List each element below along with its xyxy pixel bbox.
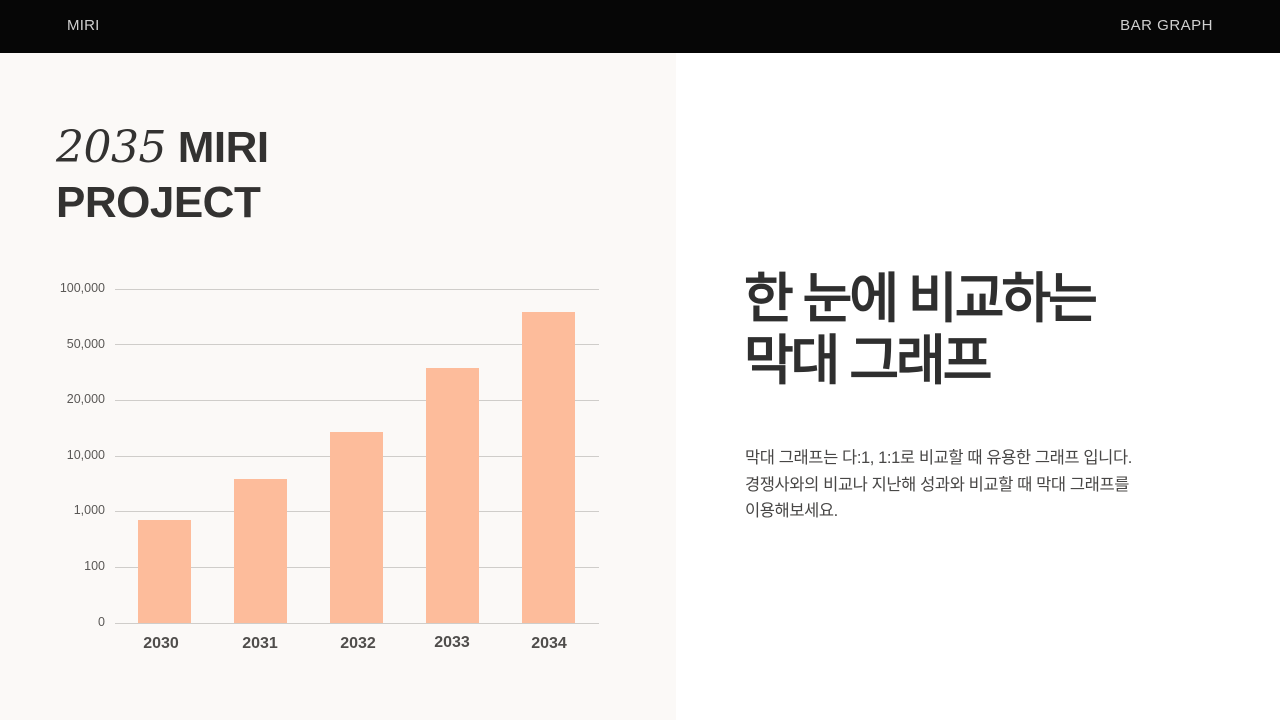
x-tick: 2032 bbox=[340, 635, 376, 652]
y-tick: 100 bbox=[84, 559, 105, 573]
description-line-2: 경쟁사와의 비교나 지난해 성과와 비교할 때 막대 그래프를 bbox=[745, 475, 1130, 494]
x-tick: 2031 bbox=[242, 635, 278, 652]
headline-line-1: 한 눈에 비교하는 bbox=[744, 269, 1098, 329]
title-miri: MIRI bbox=[165, 123, 269, 172]
y-tick: 0 bbox=[98, 615, 105, 629]
bar-2031 bbox=[234, 479, 287, 623]
page-title: 2035 MIRI PROJECT bbox=[56, 120, 269, 230]
y-tick: 1,000 bbox=[73, 503, 105, 517]
y-tick: 20,000 bbox=[66, 392, 105, 406]
x-axis-line bbox=[115, 623, 599, 624]
bar-2033 bbox=[426, 368, 479, 623]
description-line-1: 막대 그래프는 다:1, 1:1로 비교할 때 유용한 그래프 입니다. bbox=[745, 449, 1132, 467]
bar-2034 bbox=[522, 312, 575, 623]
y-tick: 100,000 bbox=[59, 281, 105, 295]
x-tick: 2034 bbox=[531, 635, 567, 652]
section-label: BAR GRAPH bbox=[1120, 17, 1213, 34]
y-tick: 10,000 bbox=[66, 448, 105, 462]
brand-label: MIRI bbox=[67, 17, 100, 34]
title-project: PROJECT bbox=[56, 178, 261, 227]
title-year: 2035 bbox=[56, 122, 166, 173]
gridline bbox=[115, 344, 599, 345]
bar-chart: 100,000 50,000 20,000 10,000 1,000 100 0… bbox=[59, 281, 599, 652]
gridline bbox=[115, 400, 599, 401]
gridline bbox=[115, 289, 599, 290]
bar-2032 bbox=[330, 432, 383, 623]
y-tick: 50,000 bbox=[66, 337, 105, 351]
bar-2030 bbox=[138, 520, 191, 623]
description: 막대 그래프는 다:1, 1:1로 비교할 때 유용한 그래프 입니다. 경쟁사… bbox=[745, 445, 1205, 525]
top-bar: MIRI BAR GRAPH bbox=[0, 0, 1280, 53]
x-tick: 2033 bbox=[434, 634, 470, 651]
description-line-3: 이용해보세요. bbox=[745, 502, 838, 520]
headline-line-2: 막대 그래프 bbox=[744, 331, 992, 391]
headline: 한 눈에 비교하는 막대 그래프 bbox=[744, 268, 1098, 392]
x-tick: 2030 bbox=[143, 635, 179, 652]
